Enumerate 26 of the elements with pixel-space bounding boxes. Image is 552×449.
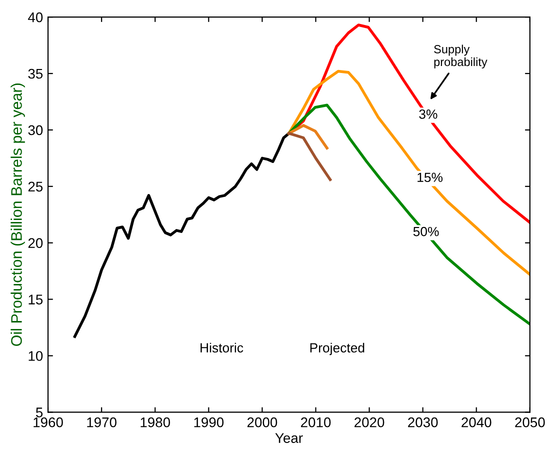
y-tick-label: 15	[28, 294, 43, 304]
x-tick-label: 1980	[140, 417, 170, 428]
annotation: 3%	[419, 109, 438, 119]
x-tick-label: 1960	[34, 417, 63, 428]
annotation: Projected	[310, 342, 364, 356]
annotation: 15%	[418, 172, 443, 182]
x-tick-label: 1970	[87, 417, 116, 428]
y-tick-label: 25	[28, 182, 43, 192]
annotation: Supply probability	[434, 44, 488, 68]
x-tick-label: 2030	[408, 417, 438, 428]
y-tick-label: 10	[28, 351, 43, 361]
annotation: Historic	[200, 342, 244, 353]
y-axis-title: Oil Production (Billion Barrels per year)	[10, 84, 25, 346]
x-tick-label: 2000	[247, 417, 278, 428]
y-tick-label: 20	[28, 238, 43, 248]
x-tick-label: 2010	[300, 417, 331, 428]
y-tick-label: 5	[36, 408, 43, 418]
x-axis-title: Year	[275, 433, 303, 443]
x-tick-label: 2040	[462, 417, 492, 428]
x-tick-label: 2050	[515, 417, 545, 428]
y-tick-label: 35	[28, 68, 43, 79]
y-tick-label: 40	[28, 12, 43, 22]
annotation: 50%	[413, 226, 439, 236]
x-tick-label: 2020	[354, 417, 384, 428]
y-tick-label: 30	[28, 125, 43, 136]
x-tick-label: 1990	[194, 417, 224, 428]
